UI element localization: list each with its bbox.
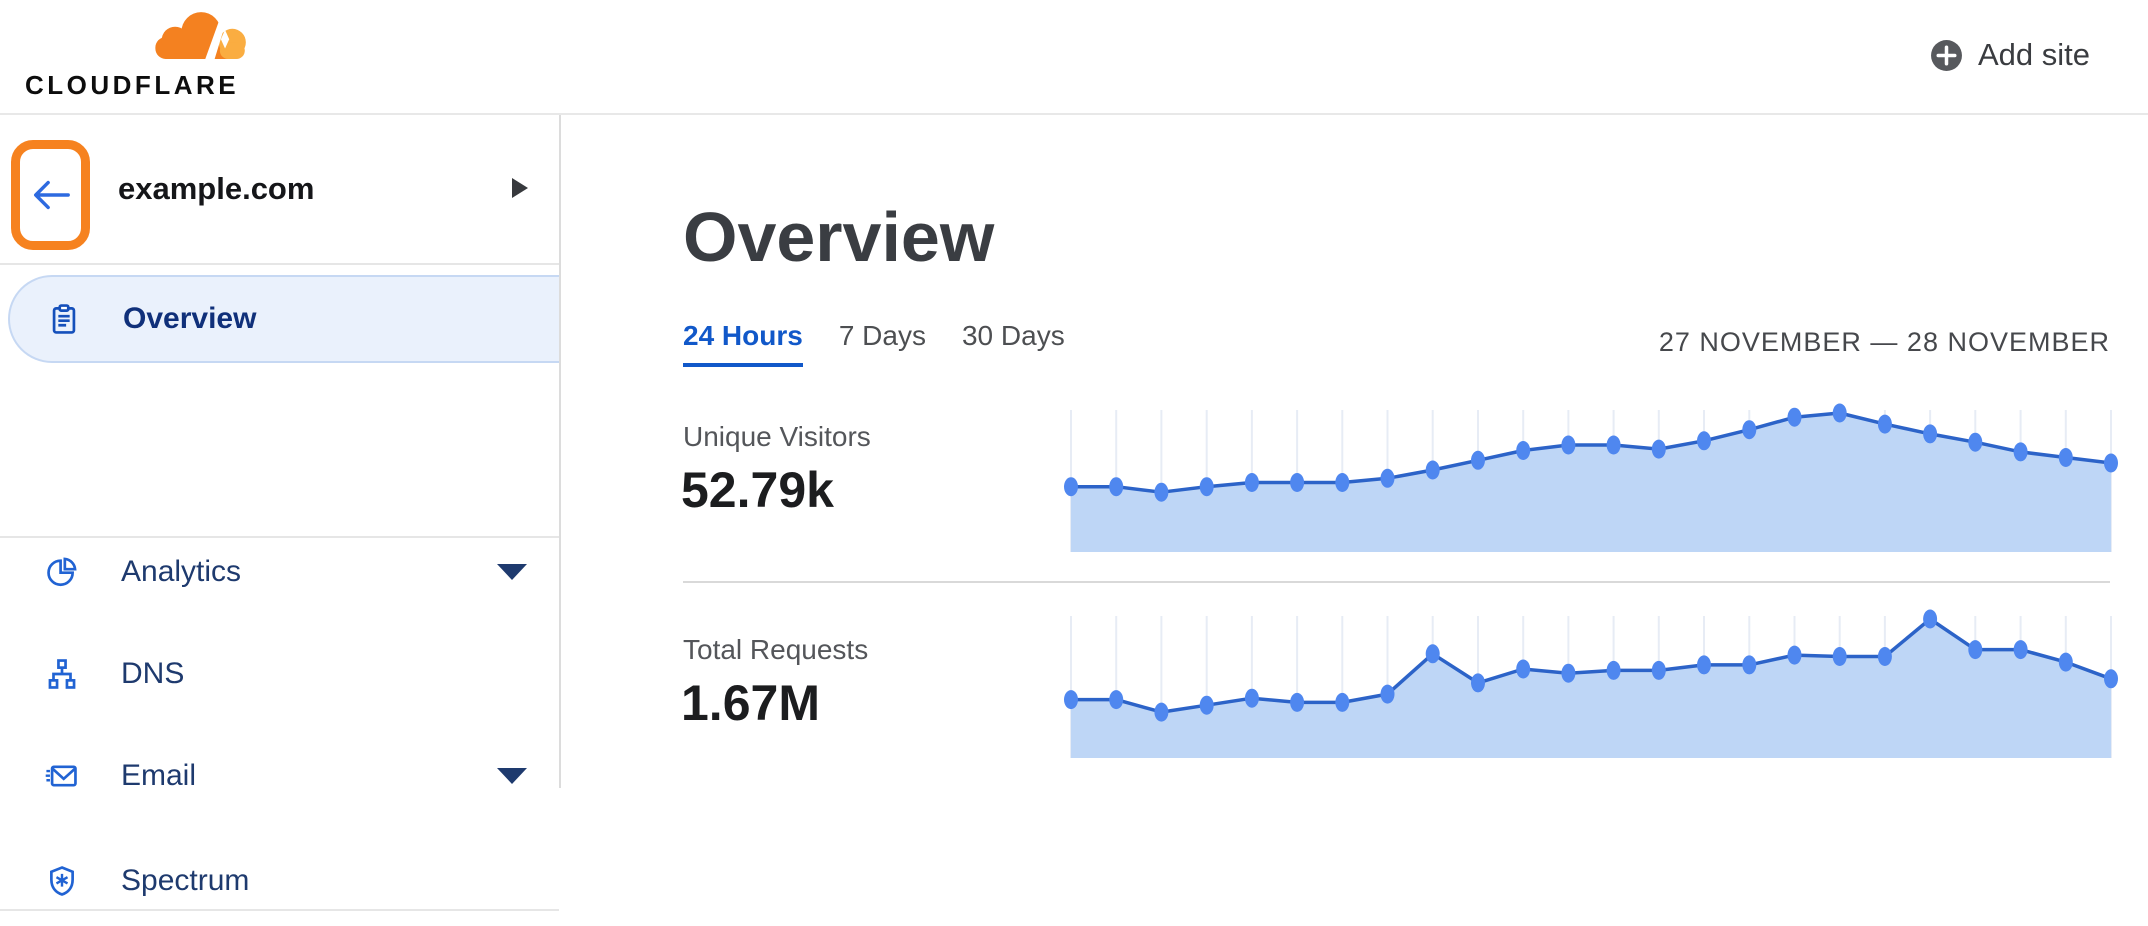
unique-visitors-chart — [1064, 403, 2118, 552]
metric-label-unique-visitors: Unique Visitors — [683, 421, 871, 452]
sidebar-item-label: Spectrum — [121, 864, 250, 897]
time-range-tabs: 24 Hours 7 Days 30 Days — [683, 320, 1065, 367]
tab-30-days[interactable]: 30 Days — [961, 320, 1065, 351]
metric-value-total-requests: 1.67M — [681, 675, 820, 731]
envelope-icon — [45, 765, 77, 787]
chevron-down-icon[interactable] — [497, 564, 527, 580]
topbar: CLOUDFLARE Add site — [0, 0, 2148, 113]
back-button[interactable] — [11, 140, 90, 250]
cloudflare-logo[interactable]: CLOUDFLARE — [25, 8, 265, 103]
clipboard-icon — [52, 304, 76, 334]
tab-24-hours[interactable]: 24 Hours — [683, 320, 803, 367]
sidebar-item-label: DNS — [121, 657, 185, 690]
sidebar-item-label: Analytics — [121, 555, 242, 588]
metrics-divider — [683, 581, 2110, 583]
sidebar: example.com Overview Analytics — [0, 115, 561, 911]
sidebar-item-analytics[interactable]: Analytics — [0, 527, 559, 617]
sidebar-divider — [0, 536, 559, 538]
sidebar-item-overview[interactable]: Overview — [8, 275, 559, 363]
sidebar-item-email[interactable]: Email — [0, 731, 559, 821]
page-title: Overview — [683, 198, 995, 276]
sitemap-icon — [48, 659, 76, 689]
shield-icon — [50, 866, 74, 896]
chevron-down-icon[interactable] — [497, 768, 527, 784]
sidebar-item-label: Email — [121, 759, 197, 792]
back-arrow-icon — [33, 180, 70, 210]
sidebar-item-label: Overview — [123, 302, 257, 335]
topbar-divider — [0, 113, 2148, 115]
plus-circle-icon — [1931, 39, 1962, 71]
tab-7-days[interactable]: 7 Days — [838, 320, 926, 351]
cloudflare-cloud-icon — [155, 12, 246, 59]
main-content: Overview 24 Hours 7 Days 30 Days 27 NOVE… — [563, 115, 2148, 788]
metric-label-total-requests: Total Requests — [683, 634, 869, 665]
total-requests-chart — [1064, 609, 2118, 758]
add-site-label: Add site — [1977, 37, 2090, 72]
sidebar-divider — [0, 909, 559, 911]
cloudflare-wordmark: CLOUDFLARE — [25, 70, 240, 100]
sidebar-item-dns[interactable]: DNS — [0, 629, 559, 719]
pie-chart-icon — [47, 557, 77, 587]
metric-value-unique-visitors: 52.79k — [681, 462, 834, 518]
site-header: example.com — [0, 115, 559, 265]
site-name[interactable]: example.com — [118, 171, 315, 206]
add-site-button[interactable]: Add site — [1930, 26, 2090, 84]
sidebar-nav: Overview Analytics DNS — [0, 265, 559, 911]
sidebar-item-spectrum[interactable]: Spectrum — [0, 836, 559, 926]
site-expand-caret-icon[interactable] — [512, 178, 528, 198]
date-range-label: 27 NOVEMBER — 28 NOVEMBER — [1658, 327, 2110, 357]
